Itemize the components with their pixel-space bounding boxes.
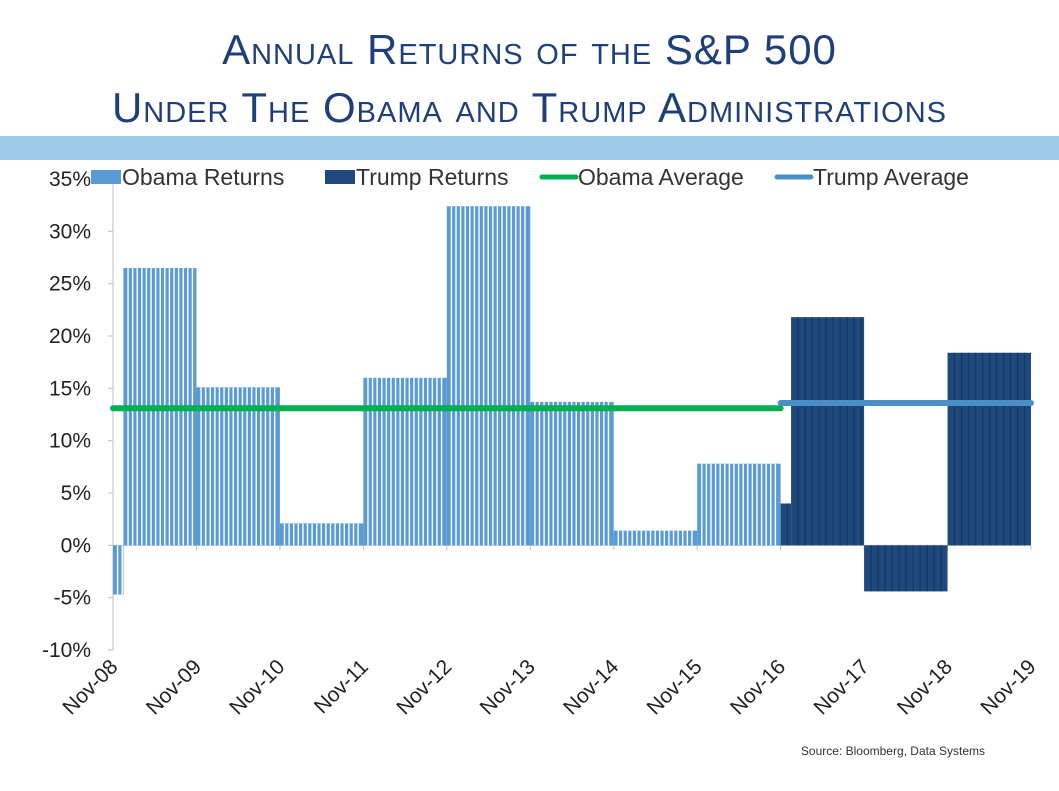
- bar: [780, 503, 792, 546]
- legend-swatch: [91, 170, 121, 184]
- average-line-layer: [110, 399, 1034, 412]
- legend-label: Trump Returns: [356, 164, 509, 190]
- bar: [196, 387, 280, 546]
- x-tick-label: Nov-17: [809, 655, 873, 719]
- y-tick-label: 30%: [49, 220, 91, 243]
- x-tick-label: Nov-15: [643, 655, 707, 719]
- x-tick-label: Nov-12: [392, 655, 456, 719]
- bar: [791, 317, 865, 546]
- y-tick-label: 15%: [49, 377, 91, 400]
- legend-label: Obama Returns: [122, 164, 284, 190]
- legend-item: Trump Average: [774, 164, 969, 190]
- x-tick-label: Nov-16: [726, 655, 790, 719]
- bar: [446, 206, 531, 546]
- bar: [947, 352, 1031, 546]
- bar: [279, 523, 364, 546]
- bar-fill: [791, 317, 865, 546]
- legend-item: Obama Average: [539, 164, 744, 190]
- legend-label: Obama Average: [578, 164, 744, 190]
- y-tick-label: 20%: [49, 325, 91, 348]
- x-tick-label: Nov-10: [225, 655, 289, 719]
- x-tick-label: Nov-11: [310, 655, 373, 718]
- y-tick-label: -5%: [54, 587, 91, 610]
- returns-chart: 35% 30% 25% 20% 15% 10% 5% 0% -5% -10%Nov-08 Nov-0…: [42, 164, 1041, 719]
- x-tick-label: Nov-18: [893, 655, 957, 719]
- legend-label: Trump Average: [813, 164, 969, 190]
- bar-fill: [780, 503, 792, 546]
- x-tick-label: Nov-08: [58, 655, 122, 719]
- chart-title-line2: Under The Obama and Trump Administration…: [111, 84, 948, 131]
- y-tick-label: 25%: [49, 273, 91, 296]
- bar: [697, 463, 781, 546]
- legend: Obama Returns Trump Returns Obama Average T…: [91, 164, 969, 190]
- bar: [864, 545, 948, 592]
- x-tick-label: Nov-09: [142, 655, 206, 719]
- x-tick-label: Nov-13: [476, 655, 540, 719]
- title-band: [0, 136, 1059, 160]
- y-tick-label: 10%: [49, 430, 91, 453]
- y-tick-label: 0%: [61, 534, 91, 557]
- y-tick-label: -10%: [42, 639, 91, 662]
- bar: [530, 401, 614, 546]
- y-tick-label: 35%: [49, 168, 91, 191]
- bar: [363, 377, 447, 546]
- x-tick-label: Nov-14: [559, 655, 623, 719]
- legend-swatch: [325, 170, 355, 184]
- legend-item: Trump Returns: [325, 164, 509, 190]
- legend-item: Obama Returns: [91, 164, 284, 190]
- bar: [113, 545, 124, 595]
- bar: [613, 530, 698, 546]
- x-tick-label: Nov-19: [976, 655, 1040, 719]
- chart-title-line1: Annual Returns of the S&P 500: [222, 26, 837, 73]
- y-tick-label: 5%: [61, 482, 91, 505]
- source-note: Source: Bloomberg, Data Systems: [800, 744, 985, 758]
